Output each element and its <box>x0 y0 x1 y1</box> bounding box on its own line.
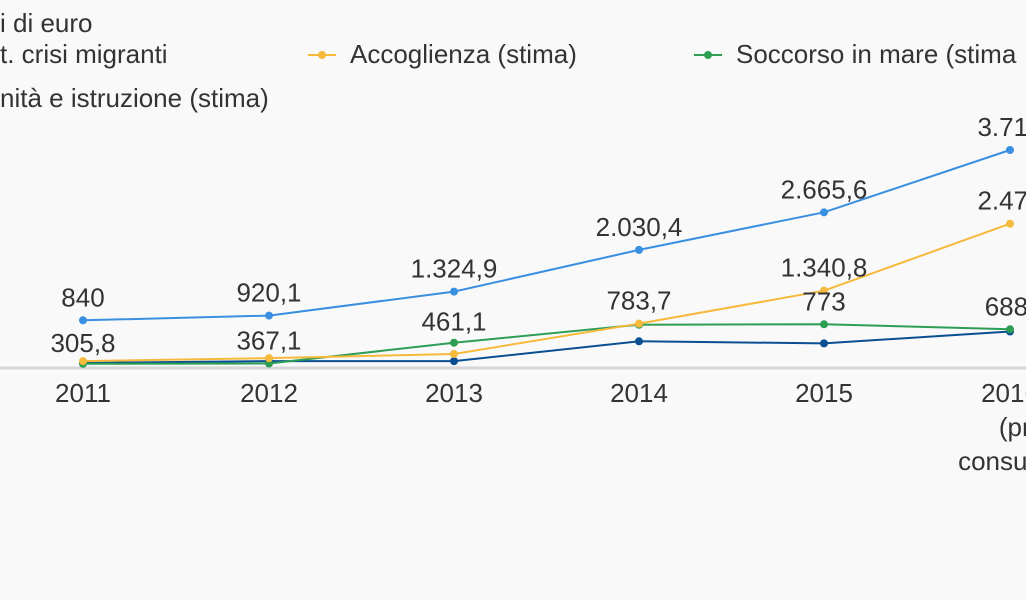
x-tick-label: 2016 <box>981 378 1026 408</box>
data-label: 773 <box>802 286 845 316</box>
legend-item-crisi-migranti: t. crisi migranti <box>0 39 168 70</box>
series-line <box>82 222 1011 363</box>
data-label: 461,1 <box>421 307 486 337</box>
data-label: 920,1 <box>236 278 301 308</box>
data-label: 3.719 <box>977 112 1026 142</box>
data-point <box>820 286 828 295</box>
data-label: 2.030,4 <box>596 212 683 242</box>
data-label: 783,7 <box>606 286 671 316</box>
data-point <box>265 311 273 320</box>
x-tick-sublabel: (pre <box>999 412 1026 442</box>
data-label: 1.324,9 <box>411 254 498 284</box>
legend-item-sanita-istruzione: nità e istruzione (stima) <box>0 83 269 114</box>
data-point <box>450 287 458 296</box>
data-point <box>450 357 458 366</box>
data-point <box>450 350 458 359</box>
data-point <box>79 357 87 366</box>
data-point <box>1006 146 1014 154</box>
series-line <box>82 149 1011 322</box>
legend-marker-icon <box>308 50 336 59</box>
unit-label: i di euro <box>0 8 93 38</box>
legend-label: Accoglienza (stima) <box>350 39 577 69</box>
data-point <box>635 337 643 346</box>
data-point <box>1006 219 1014 228</box>
data-label: 1.340,8 <box>781 253 868 283</box>
data-point <box>450 338 458 347</box>
legend-label: nità e istruzione (stima) <box>0 83 269 113</box>
data-point <box>635 245 643 254</box>
data-point <box>820 208 828 217</box>
data-label: 2.665,6 <box>781 174 868 204</box>
data-point <box>820 339 828 348</box>
x-tick-label: 2015 <box>795 378 853 408</box>
x-tick-label: 2014 <box>610 378 668 408</box>
data-label: 2.473 <box>977 186 1026 216</box>
data-point <box>79 316 87 325</box>
x-tick-sublabel: consun <box>958 446 1026 476</box>
legend-marker-icon <box>694 50 722 59</box>
x-tick-label: 2013 <box>425 378 483 408</box>
legend-item-accoglienza: Accoglienza (stima) <box>308 39 577 70</box>
series-line <box>82 323 1011 365</box>
legend-label: Soccorso in mare (stima <box>736 39 1017 69</box>
legend-label: t. crisi migranti <box>0 39 168 69</box>
legend-item-soccorso: Soccorso in mare (stima <box>694 39 1016 70</box>
x-tick-label: 2011 <box>55 378 111 408</box>
data-point <box>265 354 273 363</box>
data-point <box>820 320 828 329</box>
x-tick-label: 2012 <box>240 378 298 408</box>
data-point <box>635 319 643 328</box>
data-label: 688, <box>985 291 1026 321</box>
data-label: 367,1 <box>236 325 301 355</box>
data-label: 840 <box>61 282 104 312</box>
data-point <box>1006 325 1014 334</box>
series-line <box>82 330 1011 364</box>
data-label: 305,8 <box>50 328 115 358</box>
